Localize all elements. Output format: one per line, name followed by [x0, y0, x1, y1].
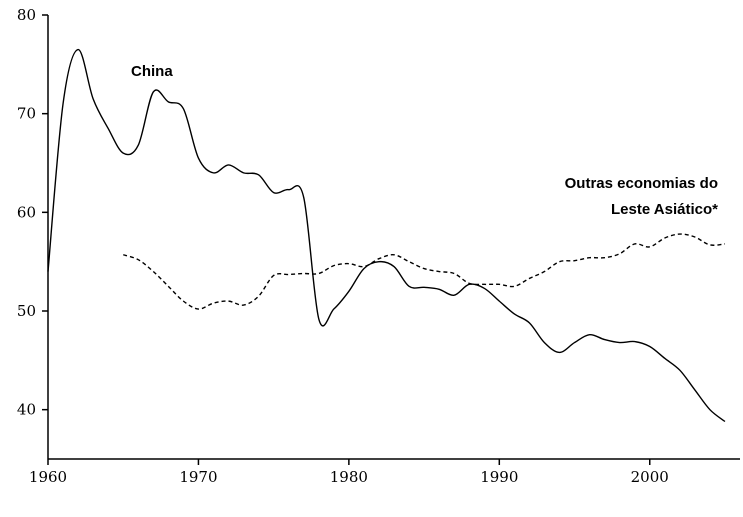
- y-tick-label-50: 50: [17, 302, 36, 320]
- x-tick-label-1970: 1970: [179, 468, 217, 486]
- y-tick-label-80: 80: [17, 6, 36, 24]
- annotation-china: China: [131, 63, 173, 80]
- annotation-layer: China Outras economias do Leste Asiático…: [131, 63, 718, 218]
- series-layer: [47, 48, 726, 423]
- y-tick-label-60: 60: [17, 203, 36, 221]
- x-tick-label-1980: 1980: [330, 468, 368, 486]
- x-tick-label-1960: 1960: [29, 468, 67, 486]
- annotation-others-line-2: Leste Asiático*: [611, 201, 718, 218]
- x-tick-label-2000: 2000: [631, 468, 669, 486]
- x-tick-label-1990: 1990: [480, 468, 518, 486]
- series-line-other-east-asia: [123, 233, 726, 310]
- y-tick-label-70: 70: [17, 105, 36, 123]
- annotation-others-line-1: Outras economias do: [565, 175, 718, 192]
- axes: [47, 15, 740, 460]
- tick-group: 40 50 60 70 80 1960 1970 1980 1990 2000: [17, 6, 669, 486]
- series-line-china: [47, 48, 726, 423]
- y-tick-label-40: 40: [17, 401, 36, 419]
